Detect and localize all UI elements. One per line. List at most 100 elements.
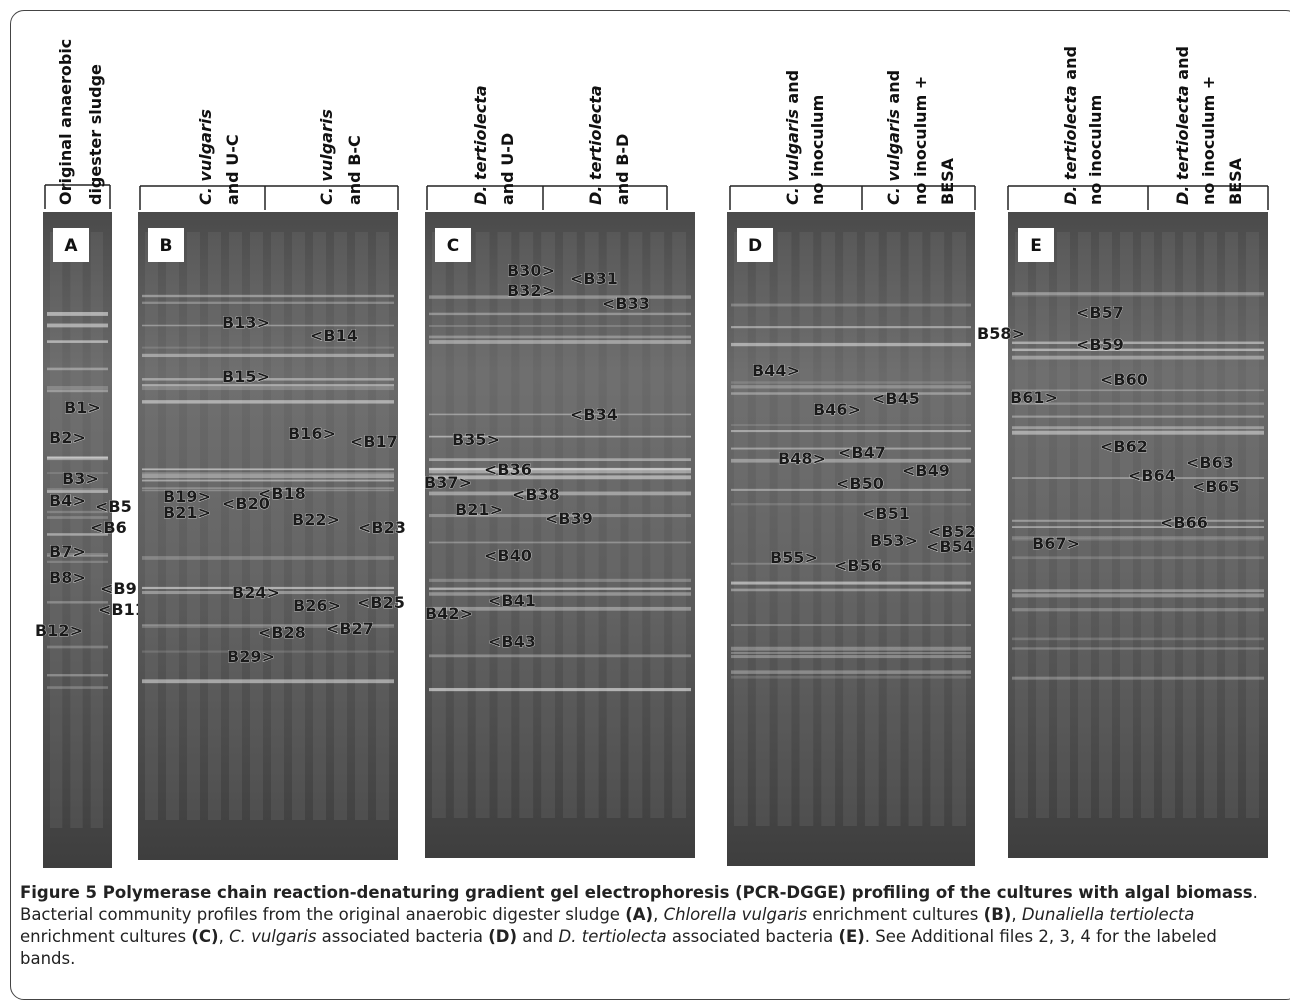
gel-band xyxy=(731,343,971,346)
band-label: <B17 xyxy=(350,432,398,451)
band-label: <B64 xyxy=(1128,466,1176,485)
band-label: B48> xyxy=(778,449,826,468)
band-label: <B50 xyxy=(836,474,884,493)
gel-lane xyxy=(821,232,835,826)
band-label: B4> xyxy=(49,491,86,510)
band-label: B29> xyxy=(227,647,275,666)
band-label: <B34 xyxy=(570,405,618,424)
gel-band xyxy=(731,670,971,674)
gel-band xyxy=(142,387,394,390)
gel-band xyxy=(1012,416,1264,418)
band-label: B1> xyxy=(64,398,101,417)
lane-header: no inoculum xyxy=(1086,95,1105,205)
caption-text: and xyxy=(517,927,559,946)
gel-band xyxy=(1012,647,1264,649)
gel-lane xyxy=(519,232,533,818)
band-label: <B47 xyxy=(838,443,886,462)
gel-band xyxy=(731,381,971,383)
gel-band xyxy=(142,468,394,470)
gel-band xyxy=(731,582,971,585)
gel-band xyxy=(142,480,394,482)
caption-text: associated bacteria xyxy=(667,927,839,946)
gel-lane xyxy=(843,232,857,826)
gel-band xyxy=(731,385,971,388)
caption-text: , xyxy=(1011,905,1022,924)
gel-band xyxy=(142,400,394,403)
caption-text: enrichment cultures xyxy=(20,927,191,946)
band-label: <B62 xyxy=(1100,437,1148,456)
band-label: B42> xyxy=(425,604,473,623)
band-label: <B25 xyxy=(357,593,405,612)
gel-lane xyxy=(498,232,512,818)
lane-header: C. vulgaris and xyxy=(783,70,802,205)
caption-text: D. tertiolecta xyxy=(559,927,667,946)
gel-band xyxy=(47,340,108,343)
gel-lane xyxy=(734,232,748,826)
gel-band xyxy=(731,424,971,426)
gel-band xyxy=(1012,293,1264,296)
band-label: <B5 xyxy=(95,497,132,516)
gel-band xyxy=(731,326,971,328)
gel-panel: ED. tertiolecta andno inoculumD. tertiol… xyxy=(977,46,1268,858)
header-text: D. tertiolecta xyxy=(471,85,490,205)
band-label: <B40 xyxy=(484,546,532,565)
header-text: C. vulgaris xyxy=(317,109,336,205)
band-label: <B51 xyxy=(862,504,910,523)
gel-band xyxy=(1012,589,1264,592)
gel-band xyxy=(47,390,108,393)
gel-lane xyxy=(1036,232,1049,818)
caption-text: (E) xyxy=(838,927,864,946)
gel-band xyxy=(731,304,971,307)
panel-letter: D xyxy=(748,236,762,256)
gel-band xyxy=(1012,349,1264,351)
gel-band xyxy=(1012,608,1264,611)
gel-band xyxy=(429,340,691,344)
caption: Figure 5 Polymerase chain reaction-denat… xyxy=(20,882,1270,970)
caption-text: Chlorella vulgaris xyxy=(664,905,807,924)
gel-band xyxy=(429,295,691,298)
gel-lane xyxy=(454,232,468,818)
band-label: B53> xyxy=(870,531,918,550)
header-text: digester sludge xyxy=(86,64,105,205)
band-label: <B43 xyxy=(488,632,536,651)
header-text: and xyxy=(884,70,903,109)
header-text: no inoculum + xyxy=(911,76,930,205)
lane-header: C. vulgaris xyxy=(317,109,336,205)
band-label: B15> xyxy=(222,367,270,386)
gel-lane xyxy=(208,232,221,820)
gel-lane xyxy=(1015,232,1028,818)
band-label: B35> xyxy=(452,430,500,449)
band-label: <B54 xyxy=(926,537,974,556)
gel-lane xyxy=(166,232,179,820)
gel-band xyxy=(47,324,108,328)
lane-header: and B-C xyxy=(345,135,364,205)
header-text: Original anaerobic xyxy=(56,39,75,205)
caption-text: , xyxy=(653,905,664,924)
gel-band xyxy=(1012,526,1264,528)
caption-text: C. vulgaris xyxy=(229,927,316,946)
panel-letter: B xyxy=(160,236,173,256)
gel-band xyxy=(731,655,971,658)
band-label: <B27 xyxy=(326,619,374,638)
gel-band xyxy=(429,468,691,470)
gel-lane xyxy=(476,232,490,818)
header-text: and xyxy=(1061,46,1080,85)
gel-band xyxy=(47,674,108,676)
header-text: D. tertiolecta xyxy=(1173,85,1192,205)
band-label: <B38 xyxy=(512,485,560,504)
gel-band xyxy=(429,313,691,315)
band-label: <B9 xyxy=(100,579,137,598)
gel-band xyxy=(142,556,394,560)
gel-band xyxy=(429,458,691,461)
page: AOriginal anaerobicdigester sludgeB1>B2>… xyxy=(0,0,1290,990)
gel-panel: DC. vulgaris andno inoculumC. vulgaris a… xyxy=(727,70,976,866)
caption-text: , xyxy=(219,927,230,946)
band-label: B8> xyxy=(49,568,86,587)
header-text: D. tertiolecta xyxy=(1061,85,1080,205)
gel-band xyxy=(429,542,691,544)
header-text: C. vulgaris xyxy=(884,109,903,205)
header-text: D. tertiolecta xyxy=(586,85,605,205)
lane-header: D. tertiolecta and xyxy=(1061,46,1080,205)
band-label: <B59 xyxy=(1076,335,1124,354)
gel-lane xyxy=(607,232,621,818)
